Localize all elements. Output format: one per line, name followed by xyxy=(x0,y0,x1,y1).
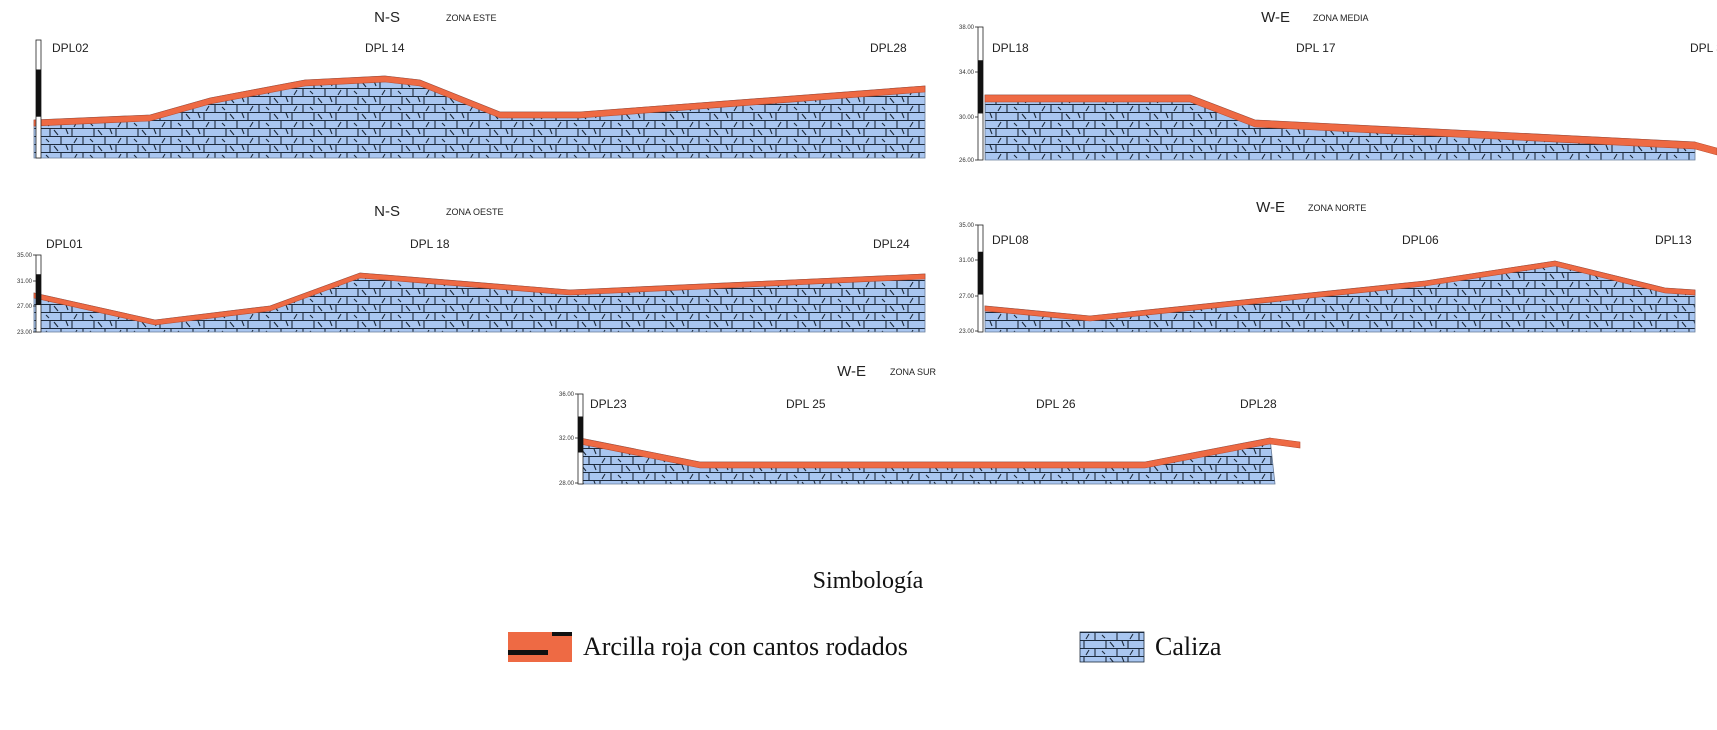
scale-bar-fill xyxy=(978,251,983,295)
scale-bar-fill xyxy=(36,274,41,306)
well-label: DPL 26 xyxy=(1036,397,1076,411)
clay-layer xyxy=(33,75,926,127)
scale-bar-fill xyxy=(36,69,41,117)
legend-title: Simbología xyxy=(813,568,924,594)
limestone-body xyxy=(33,75,926,159)
well-label: DPL28 xyxy=(1240,397,1277,411)
scale-label: 23.00 xyxy=(959,329,975,335)
section-panel: N-S ZONA ESTE DPL02 DPL 14 DPL28 xyxy=(33,9,926,159)
legend-swatch-limestone xyxy=(1079,631,1145,663)
scale-bar-fill xyxy=(578,416,583,453)
scale-bar-fill xyxy=(978,60,983,114)
well-label: DPL02 xyxy=(52,41,89,55)
clay-layer xyxy=(984,94,1717,156)
section-panel: W-E ZONA MEDIA DPL18 DPL 17 DPL 31 38.00 34.00… xyxy=(959,9,1717,164)
well-label: DPL 17 xyxy=(1296,41,1336,55)
well-label: DPL 14 xyxy=(365,41,405,55)
section-title: W-E xyxy=(1261,9,1290,26)
clay-layer xyxy=(33,272,926,326)
well-label: DPL24 xyxy=(873,237,910,251)
scale-label: 36.00 xyxy=(559,392,575,398)
clay-layer xyxy=(984,260,1696,322)
clay-layer xyxy=(579,437,1301,469)
scale-label: 23.00 xyxy=(17,330,33,336)
well-label: DPL28 xyxy=(870,41,907,55)
well-label: DPL 31 xyxy=(1690,41,1717,55)
zone-label: ZONA MEDIA xyxy=(1313,13,1369,23)
legend-swatch-clay xyxy=(508,632,572,662)
zone-label: ZONA OESTE xyxy=(446,207,504,217)
section-title: N-S xyxy=(374,203,400,220)
section-panel: W-E ZONA SUR DPL23 DPL 25 DPL 26 DPL28 36.00 32… xyxy=(559,363,1301,487)
well-label: DPL 25 xyxy=(786,397,826,411)
scale-label: 35.00 xyxy=(17,253,33,259)
section-title: N-S xyxy=(374,9,400,26)
zone-label: ZONA SUR xyxy=(890,367,937,377)
scale-label: 32.00 xyxy=(559,436,575,442)
well-label: DPL23 xyxy=(590,397,627,411)
scale-label: 30.00 xyxy=(959,115,975,121)
scale-label: 27.00 xyxy=(17,304,33,310)
scale-label: 31.00 xyxy=(17,279,33,285)
legend-label: Arcilla roja con cantos rodados xyxy=(583,632,908,661)
scale-label: 26.00 xyxy=(959,158,975,164)
well-label: DPL01 xyxy=(46,237,83,251)
scale-label: 38.00 xyxy=(959,25,975,31)
well-label: DPL18 xyxy=(992,41,1029,55)
well-label: DPL06 xyxy=(1402,233,1439,247)
scale-label: 28.00 xyxy=(559,481,575,487)
well-label: DPL 18 xyxy=(410,237,450,251)
section-panel: W-E ZONA NORTE DPL08 DPL06 DPL13 35.00 31.00 27… xyxy=(959,199,1696,335)
scale-label: 31.00 xyxy=(959,258,975,264)
legend-label: Caliza xyxy=(1155,632,1222,661)
section-panel: N-S ZONA OESTE DPL01 DPL 18 DPL24 35.00 31.00 2… xyxy=(17,203,926,336)
section-title: W-E xyxy=(1256,199,1285,216)
well-label: DPL13 xyxy=(1655,233,1692,247)
well-label: DPL08 xyxy=(992,233,1029,247)
scale-label: 34.00 xyxy=(959,70,975,76)
scale-label: 27.00 xyxy=(959,294,975,300)
section-title: W-E xyxy=(837,363,866,380)
zone-label: ZONA NORTE xyxy=(1308,203,1366,213)
scale-label: 35.00 xyxy=(959,223,975,229)
zone-label: ZONA ESTE xyxy=(446,13,497,23)
